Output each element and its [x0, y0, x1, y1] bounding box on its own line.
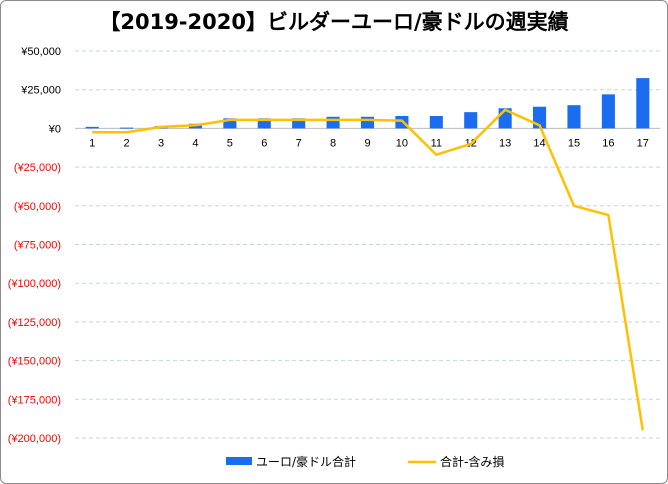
- x-tick-label: 15: [568, 137, 580, 149]
- bar: [601, 94, 615, 129]
- x-tick-label: 5: [227, 137, 233, 149]
- x-tick-label: 7: [296, 137, 302, 149]
- series-line: [92, 108, 645, 431]
- y-tick-label: (¥50,000): [14, 201, 61, 213]
- x-tick-label: 10: [396, 137, 408, 149]
- x-tick-label: 6: [261, 137, 267, 149]
- y-tick-label: ¥25,000: [20, 85, 61, 97]
- x-tick-label: 14: [533, 137, 545, 149]
- y-tick-label: (¥200,000): [8, 433, 61, 445]
- bar: [85, 126, 99, 129]
- chart-title: 【2019-2020】ビルダーユーロ/豪ドルの週実績: [99, 10, 569, 34]
- y-tick-label: (¥125,000): [8, 317, 61, 329]
- x-tick-label: 4: [192, 137, 198, 149]
- bar: [257, 118, 271, 129]
- bar: [636, 78, 650, 129]
- bar: [429, 116, 443, 129]
- bar: [292, 118, 306, 129]
- x-tick-label: 1: [89, 137, 95, 149]
- y-tick-label: (¥75,000): [14, 240, 61, 252]
- x-tick-label: 16: [602, 137, 614, 149]
- x-tick-label: 11: [431, 137, 442, 149]
- y-tick-label: (¥175,000): [8, 394, 61, 406]
- bar: [464, 112, 478, 129]
- x-tick-label: 3: [158, 137, 164, 149]
- y-tick-label: (¥100,000): [8, 278, 61, 290]
- x-tick-label: 13: [499, 137, 511, 149]
- x-tick-label: 9: [364, 137, 370, 149]
- legend-label: 合計-含み損: [440, 454, 504, 469]
- bar: [567, 105, 581, 129]
- x-tick-label: 8: [330, 137, 336, 149]
- x-tick-label: 2: [124, 137, 130, 149]
- legend-swatch: [226, 457, 252, 465]
- y-tick-label: (¥25,000): [14, 162, 61, 174]
- y-tick-label: (¥150,000): [8, 356, 61, 368]
- y-tick-label: ¥50,000: [20, 46, 61, 58]
- legend-label: ユーロ/豪ドル合計: [256, 454, 356, 469]
- bar: [223, 118, 237, 129]
- bar: [360, 116, 375, 129]
- bar: [120, 127, 134, 129]
- x-tick-label: 17: [637, 137, 649, 149]
- bar: [326, 116, 340, 129]
- y-tick-label: ¥0: [48, 123, 61, 135]
